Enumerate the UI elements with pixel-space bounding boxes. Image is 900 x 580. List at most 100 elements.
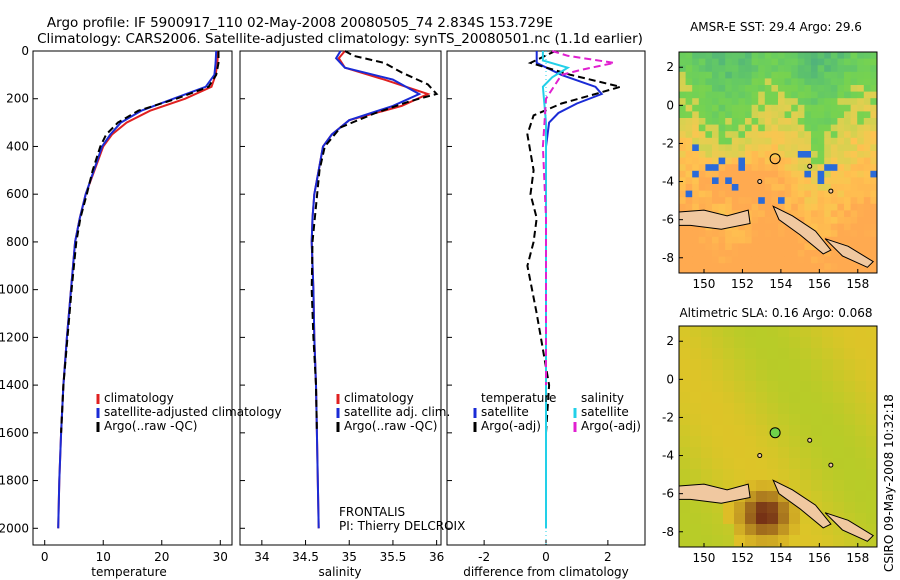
map-cell [725,65,733,73]
map-cell [685,111,693,119]
map-cell [692,256,700,264]
map-cell [745,469,757,481]
map-cell [751,230,759,238]
map-cell [778,513,790,525]
map-cell [857,131,865,139]
map-cell [830,157,838,165]
map-cell [817,250,825,258]
map-cell [705,78,713,86]
map-cell [822,502,834,514]
map-cell [734,337,746,349]
map-cell [718,170,726,178]
sla-map-axes: 150 152 154 156 158 -8 -6 -4 -2 0 2 [662,334,869,565]
map-cell [863,85,871,93]
map-cell [857,236,865,244]
map-cell [771,236,779,244]
map-cell [870,217,877,225]
map-cell [698,78,706,86]
series-line [310,50,422,529]
map-cell [685,98,693,106]
map-cell [767,381,779,393]
map-cell [830,118,838,126]
map-cell [833,447,845,459]
map-cell [778,348,790,360]
map-cell [690,392,702,404]
map-cell [855,370,867,382]
map-cell [738,243,746,251]
map-cell [870,111,877,119]
map-cell [797,217,805,225]
map-cell [725,52,733,60]
map-cell [745,184,753,192]
map-cell [824,164,832,172]
map-cell [718,269,726,273]
map-cell [804,190,812,198]
map-cell [797,58,805,66]
x-tick-label: 154 [769,551,792,565]
map-cell [850,58,858,66]
map-cell [804,217,812,225]
map-cell [764,263,772,271]
map-cell [817,124,825,132]
map-cell [692,230,700,238]
map-cell [800,381,812,393]
map-cell [712,85,720,93]
map-cell [857,269,865,273]
salinity-legend: climatology satellite adj. clim. Argo(..… [336,391,450,433]
map-cell [830,197,838,205]
map-cell [863,111,871,119]
legend-sal-satellite: satellite [581,405,629,419]
map-cell [685,177,693,185]
map-cell [778,223,786,231]
map-cell [778,137,786,145]
map-cell [701,447,713,459]
map-cell [811,91,819,99]
map-cell [756,348,768,360]
map-cell [817,263,825,271]
map-cell [830,263,838,271]
map-cell [712,124,720,132]
map-cell [705,71,713,79]
map-cell [822,480,834,492]
map-cell [712,502,724,514]
map-cell [866,414,877,426]
map-cell [866,502,877,514]
map-cell [758,210,766,218]
map-cell [679,190,687,198]
map-cell [811,144,819,152]
sla-field [678,326,877,547]
map-cell [685,256,693,264]
map-cell [800,392,812,404]
salinity-marks: 34 34.5 35 35.5 36 [240,50,444,564]
map-cell [701,414,713,426]
map-cell [767,403,779,415]
map-cell [723,326,735,338]
map-cell [698,104,706,112]
map-cell [764,243,772,251]
map-cell [811,403,823,415]
map-cell [718,71,726,79]
map-cell [692,250,700,258]
map-cell [863,190,871,198]
x-tick-label: 20 [154,550,169,564]
map-cell [830,217,838,225]
map-cell [745,269,753,273]
map-cell [784,71,792,79]
legend-climatology: climatology [104,391,174,405]
map-cell [705,85,713,93]
map-cell [824,190,832,198]
map-cell [837,52,845,60]
map-cell [866,348,877,360]
map-cell [692,65,700,73]
map-cell [679,137,687,145]
map-cell [791,190,799,198]
map-cell [850,71,858,79]
x-tick-label: 158 [846,551,869,565]
map-cell [712,403,724,415]
map-cell [791,230,799,238]
map-cell [857,223,865,231]
map-cell [692,190,700,198]
map-cell [870,131,877,139]
map-cell [751,131,759,139]
